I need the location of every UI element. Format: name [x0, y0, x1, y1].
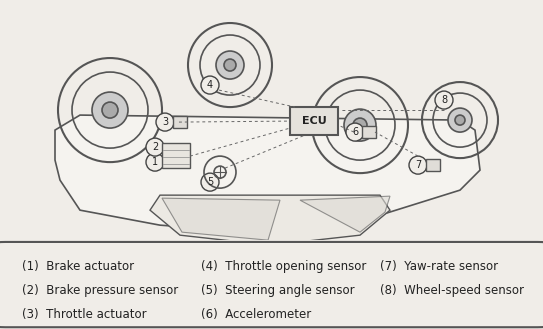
Circle shape — [146, 153, 164, 171]
Circle shape — [353, 118, 367, 132]
Text: 5: 5 — [207, 177, 213, 187]
Text: 1: 1 — [152, 157, 158, 167]
Text: 3: 3 — [162, 117, 168, 127]
Bar — [162, 143, 190, 168]
Polygon shape — [300, 196, 390, 232]
Polygon shape — [150, 195, 390, 245]
Text: (4)  Throttle opening sensor: (4) Throttle opening sensor — [201, 260, 367, 273]
Text: (3)  Throttle actuator: (3) Throttle actuator — [22, 308, 147, 321]
Circle shape — [346, 123, 364, 141]
Bar — [290, 107, 338, 135]
Circle shape — [216, 51, 244, 79]
Text: (8)  Wheel-speed sensor: (8) Wheel-speed sensor — [380, 284, 524, 297]
Text: (1)  Brake actuator: (1) Brake actuator — [22, 260, 134, 273]
Text: ECU: ECU — [301, 116, 326, 126]
Circle shape — [156, 113, 174, 131]
Text: (6)  Accelerometer: (6) Accelerometer — [201, 308, 311, 321]
Bar — [362, 126, 376, 138]
Circle shape — [344, 109, 376, 141]
Bar — [173, 116, 187, 128]
Text: (5)  Steering angle sensor: (5) Steering angle sensor — [201, 284, 355, 297]
Text: 6: 6 — [352, 127, 358, 137]
Circle shape — [448, 108, 472, 132]
Circle shape — [102, 102, 118, 118]
Circle shape — [435, 91, 453, 109]
Circle shape — [455, 115, 465, 125]
Text: 8: 8 — [441, 95, 447, 105]
Text: (7)  Yaw-rate sensor: (7) Yaw-rate sensor — [380, 260, 498, 273]
Text: 7: 7 — [415, 160, 421, 170]
Circle shape — [146, 138, 164, 156]
FancyBboxPatch shape — [0, 242, 543, 327]
Circle shape — [409, 156, 427, 174]
Polygon shape — [162, 198, 280, 240]
Text: 2: 2 — [152, 142, 158, 152]
Circle shape — [224, 59, 236, 71]
Bar — [426, 159, 440, 171]
Circle shape — [92, 92, 128, 128]
Circle shape — [201, 173, 219, 191]
Text: 4: 4 — [207, 80, 213, 90]
Polygon shape — [55, 115, 480, 230]
Text: (2)  Brake pressure sensor: (2) Brake pressure sensor — [22, 284, 178, 297]
Circle shape — [201, 76, 219, 94]
